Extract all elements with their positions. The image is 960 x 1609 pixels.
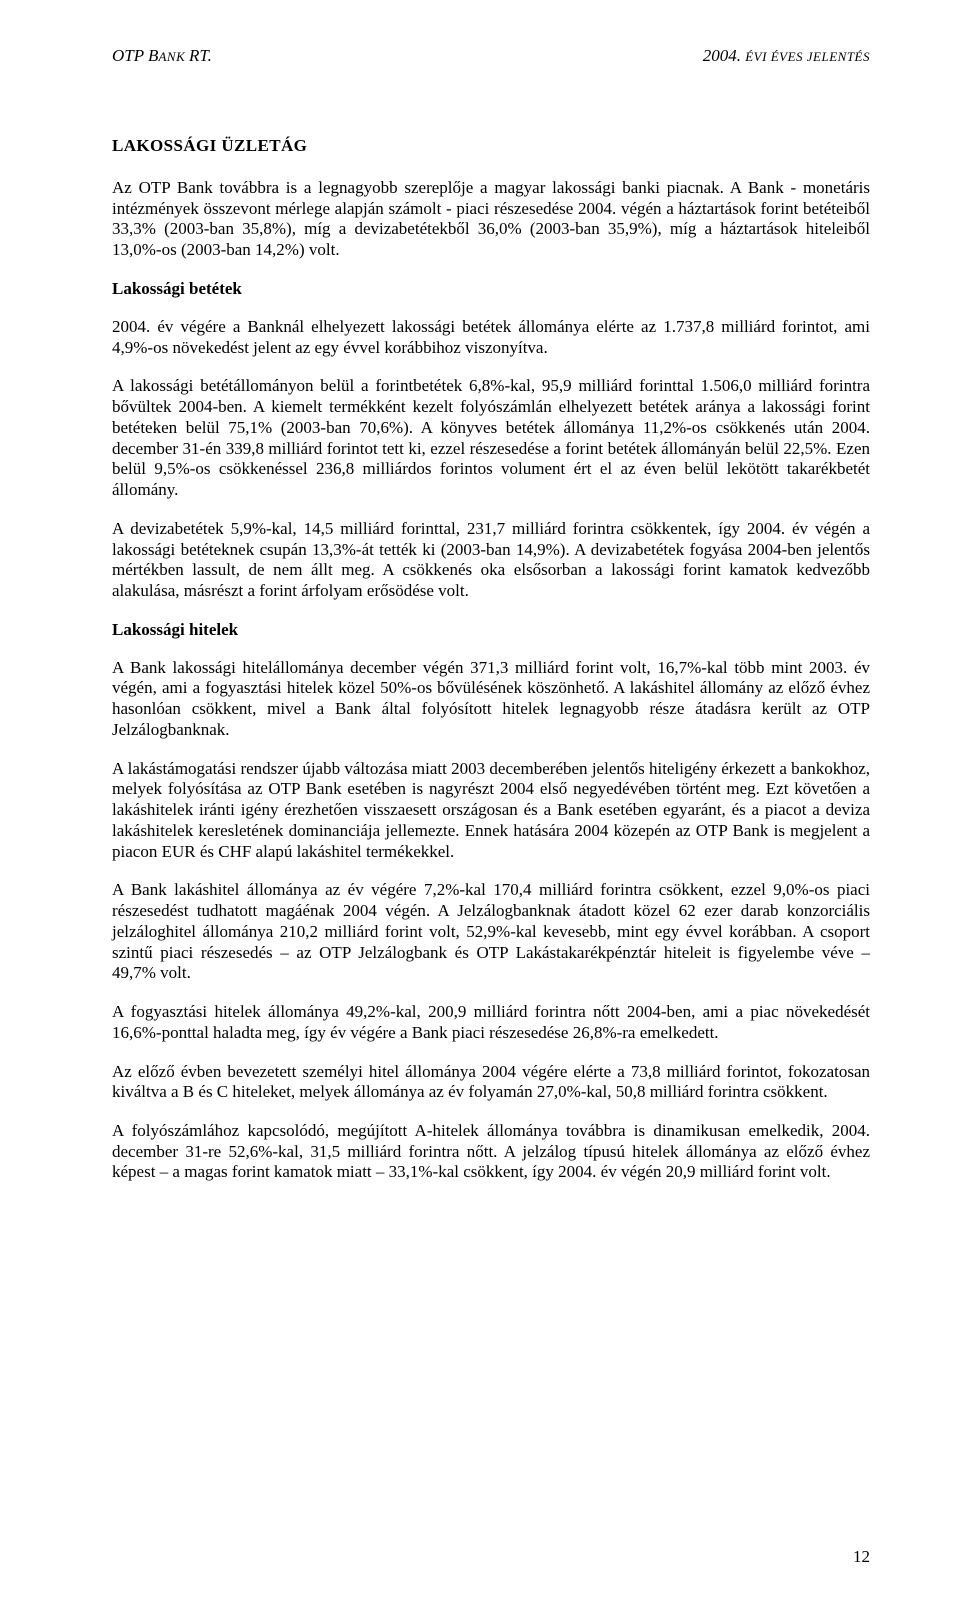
header-right-prefix: 2004. [703,46,746,65]
header-left-main: OTP B [112,46,158,65]
section-title: LAKOSSÁGI ÜZLETÁG [112,136,870,156]
subheading-loans: Lakossági hitelek [112,620,870,640]
paragraph-intro: Az OTP Bank továbbra is a legnagyobb sze… [112,178,870,261]
paragraph-deposits-1: 2004. év végére a Banknál elhelyezett la… [112,317,870,358]
paragraph-deposits-3: A devizabetétek 5,9%-kal, 14,5 milliárd … [112,519,870,602]
paragraph-loans-4: A fogyasztási hitelek állománya 49,2%-ka… [112,1002,870,1043]
page-header: OTP BANK RT. 2004. ÉVI ÉVES JELENTÉS [112,46,870,66]
header-right: 2004. ÉVI ÉVES JELENTÉS [703,46,870,66]
paragraph-loans-6: A folyószámlához kapcsolódó, megújított … [112,1121,870,1183]
paragraph-loans-5: Az előző évben bevezetett személyi hitel… [112,1062,870,1103]
header-left-smallcaps: ANK [158,49,189,64]
header-right-smallcaps: ÉVI ÉVES JELENTÉS [745,49,870,64]
header-left: OTP BANK RT. [112,46,212,66]
paragraph-loans-3: A Bank lakáshitel állománya az év végére… [112,880,870,984]
paragraph-deposits-2: A lakossági betétállományon belül a fori… [112,376,870,500]
paragraph-loans-2: A lakástámogatási rendszer újabb változá… [112,759,870,863]
paragraph-loans-1: A Bank lakossági hitelállománya december… [112,658,870,741]
document-page: OTP BANK RT. 2004. ÉVI ÉVES JELENTÉS LAK… [0,0,960,1609]
subheading-deposits: Lakossági betétek [112,279,870,299]
header-left-tail: RT. [189,46,212,65]
page-number: 12 [853,1547,870,1567]
